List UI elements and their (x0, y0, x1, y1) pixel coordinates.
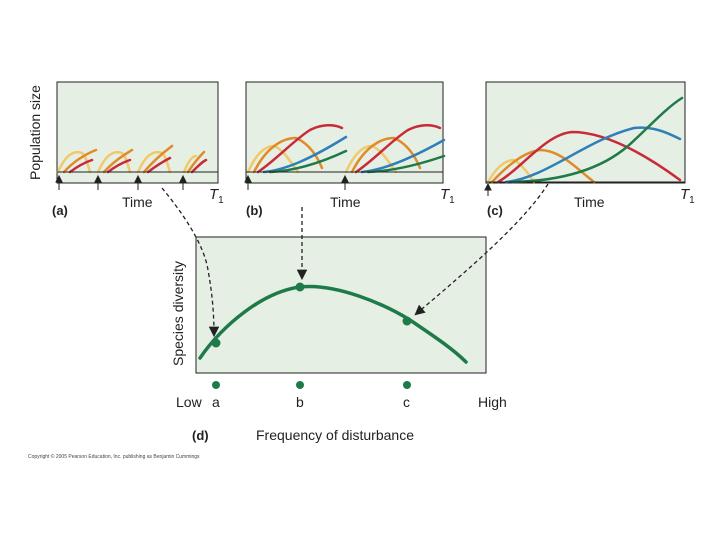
panel-d-x-axis-label: Frequency of disturbance (256, 427, 414, 443)
panel-a-t1-label: T1 (209, 186, 224, 206)
panel-d-letter: (d) (192, 428, 209, 443)
low-label: Low (176, 394, 203, 410)
panel-c-letter: (c) (487, 203, 503, 218)
panel-a-plot-area (56, 81, 219, 184)
tick-label-a: a (212, 394, 220, 410)
panel-a-letter: (a) (52, 203, 68, 218)
c-green (510, 96, 684, 184)
b-orange-1 (252, 136, 324, 174)
axis-marker-a (212, 381, 220, 389)
panel-a: Population size Time T1 (a) (27, 81, 224, 218)
panel-a-y-axis-label: Population size (27, 85, 43, 180)
curve-orange-3 (142, 144, 174, 174)
tick-label-b: b (296, 394, 304, 410)
copyright-notice: Copyright © 2005 Pearson Education, Inc.… (28, 454, 200, 460)
axis-marker-c (403, 381, 411, 389)
panel-d: Species diversity Low a b c High (d) Fre… (170, 236, 507, 443)
panel-c-t1-label: T1 (680, 186, 695, 206)
b-red-2 (354, 124, 442, 174)
panel-b-plot-area (245, 81, 444, 184)
curve-orange-1 (62, 148, 98, 174)
axis-marker-b (296, 381, 304, 389)
curve-pale-2 (96, 150, 132, 174)
curve-red-3 (146, 156, 172, 174)
panel-c-x-axis-label: Time (574, 194, 605, 210)
curve-pale-1 (56, 150, 92, 174)
panel-b-t1-label: T1 (440, 186, 455, 206)
curve-point-b (295, 282, 305, 292)
curve-pale-4 (182, 154, 198, 174)
panel-d-y-axis-label: Species diversity (170, 261, 186, 366)
curve-orange-2 (102, 148, 134, 174)
curve-point-c (402, 316, 412, 326)
c-orange (490, 148, 596, 184)
panel-d-plot-area (195, 236, 487, 374)
c-blue (504, 126, 682, 184)
panel-b-disturbance-arrows (244, 174, 349, 190)
panel-c-disturbance-arrows (484, 182, 492, 196)
b-orange-2 (350, 136, 422, 174)
b-red-1 (256, 124, 344, 174)
c-red (496, 130, 682, 184)
curve-red-2 (106, 158, 132, 174)
diversity-curve (198, 284, 468, 364)
panel-b-letter: (b) (246, 203, 263, 218)
panel-c: Time T1 (c) (484, 81, 695, 218)
curve-orange-4 (186, 150, 206, 174)
curve-point-a (211, 338, 221, 348)
panel-a-x-axis-label: Time (122, 194, 153, 210)
curve-red-4 (190, 158, 208, 174)
panel-c-curves (486, 96, 684, 184)
high-label: High (478, 394, 507, 410)
connector-arrows (161, 183, 549, 338)
tick-label-c: c (403, 394, 410, 410)
curve-red-1 (68, 158, 94, 174)
panel-a-curves (56, 144, 208, 174)
connector-c-to-d (414, 183, 549, 316)
panel-b: Time T1 (b) (244, 81, 455, 218)
panel-b-x-axis-label: Time (330, 194, 361, 210)
panel-a-disturbance-arrows (55, 174, 187, 190)
panel-b-curves (246, 124, 446, 174)
connector-a-to-d (161, 187, 220, 338)
